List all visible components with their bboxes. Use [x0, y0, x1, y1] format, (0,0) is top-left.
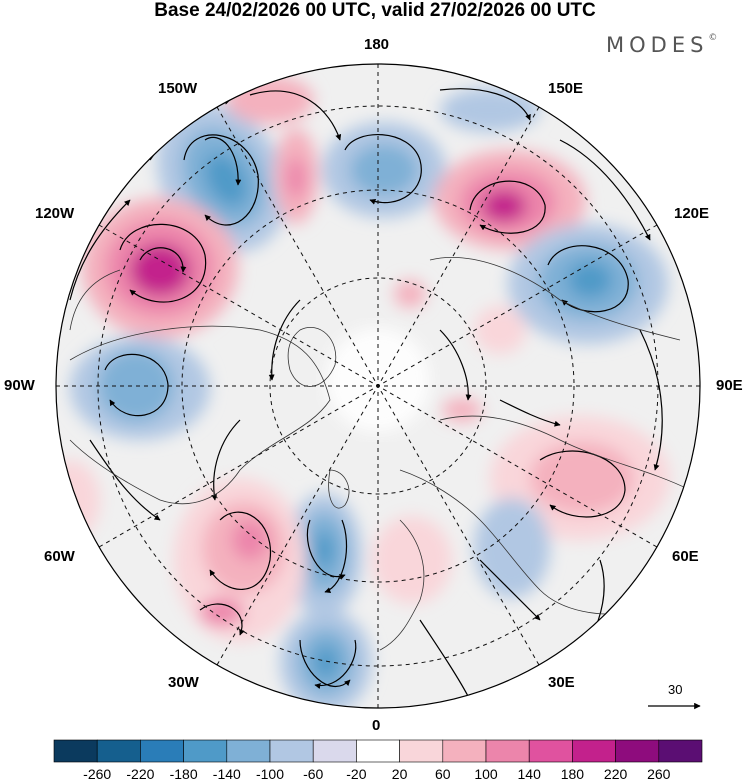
- colorbar-tick-label: 140: [517, 766, 541, 782]
- brand-mark: ©: [708, 33, 718, 43]
- streamlines: [69, 88, 663, 703]
- colorbar-tick-label: 260: [647, 766, 671, 782]
- colorbar-tick-label: -180: [169, 766, 198, 782]
- lon-label-30w: 30W: [168, 674, 199, 691]
- colorbar-tick-label: 20: [391, 766, 408, 782]
- colorbar-tick-label: -140: [212, 766, 241, 782]
- lon-label-120w: 120W: [35, 205, 75, 222]
- colorbar-swatch: [312, 739, 357, 763]
- colorbar-swatch: [356, 739, 400, 763]
- brand-name: MODES: [606, 33, 709, 57]
- lon-label-90w: 90W: [4, 377, 35, 394]
- colorbar-tick-label: 60: [435, 766, 451, 782]
- colorbar-tick-label: -20: [346, 766, 367, 782]
- lon-label-120e: 120E: [674, 205, 710, 222]
- colorbar-tick-label: 180: [560, 766, 585, 782]
- lon-label-150w: 150W: [158, 80, 198, 97]
- colorbar-swatch: [226, 739, 271, 763]
- colorbar-tick-label: 100: [474, 766, 498, 782]
- lon-label-90e: 90E: [716, 377, 743, 394]
- lon-label-60w: 60W: [44, 548, 75, 565]
- colorbar-tick-label: -100: [255, 766, 285, 782]
- reference-vector-label: 30: [668, 682, 683, 697]
- colorbar-swatch: [572, 739, 616, 763]
- colorbar-tick-label: -60: [303, 766, 324, 782]
- map-title: Base 24/02/2026 00 UTC, valid 27/02/2026…: [154, 0, 596, 21]
- colorbar-tick-label: -220: [126, 766, 155, 782]
- lon-label-150e: 150E: [548, 80, 584, 97]
- colorbar-swatch: [658, 739, 703, 763]
- graticule: [56, 64, 700, 708]
- brand-logo: MODES©: [606, 33, 717, 57]
- lon-label-180: 180: [364, 36, 390, 53]
- colorbar-tick-label: -260: [83, 766, 112, 782]
- colorbar-swatch: [615, 739, 660, 763]
- lon-label-60e: 60E: [672, 548, 699, 565]
- map-disk: [56, 64, 700, 708]
- colorbar-swatch: [140, 739, 184, 763]
- colorbar-swatch: [96, 739, 141, 763]
- colorbar-swatch: [269, 739, 314, 763]
- colorbar-swatch: [485, 739, 530, 763]
- map-border: [55, 63, 701, 709]
- colorbar-swatch: [399, 739, 444, 763]
- lon-label-0: 0: [372, 717, 381, 734]
- colorbar-swatch: [528, 739, 573, 763]
- lon-label-30e: 30E: [548, 674, 575, 691]
- colorbar-swatch: [183, 739, 228, 763]
- colorbar-swatch: [442, 739, 487, 763]
- colorbar: [53, 739, 703, 763]
- colorbar-tick-label: 220: [603, 766, 628, 782]
- colorbar-swatch: [53, 739, 98, 763]
- coastlines: [69, 257, 691, 651]
